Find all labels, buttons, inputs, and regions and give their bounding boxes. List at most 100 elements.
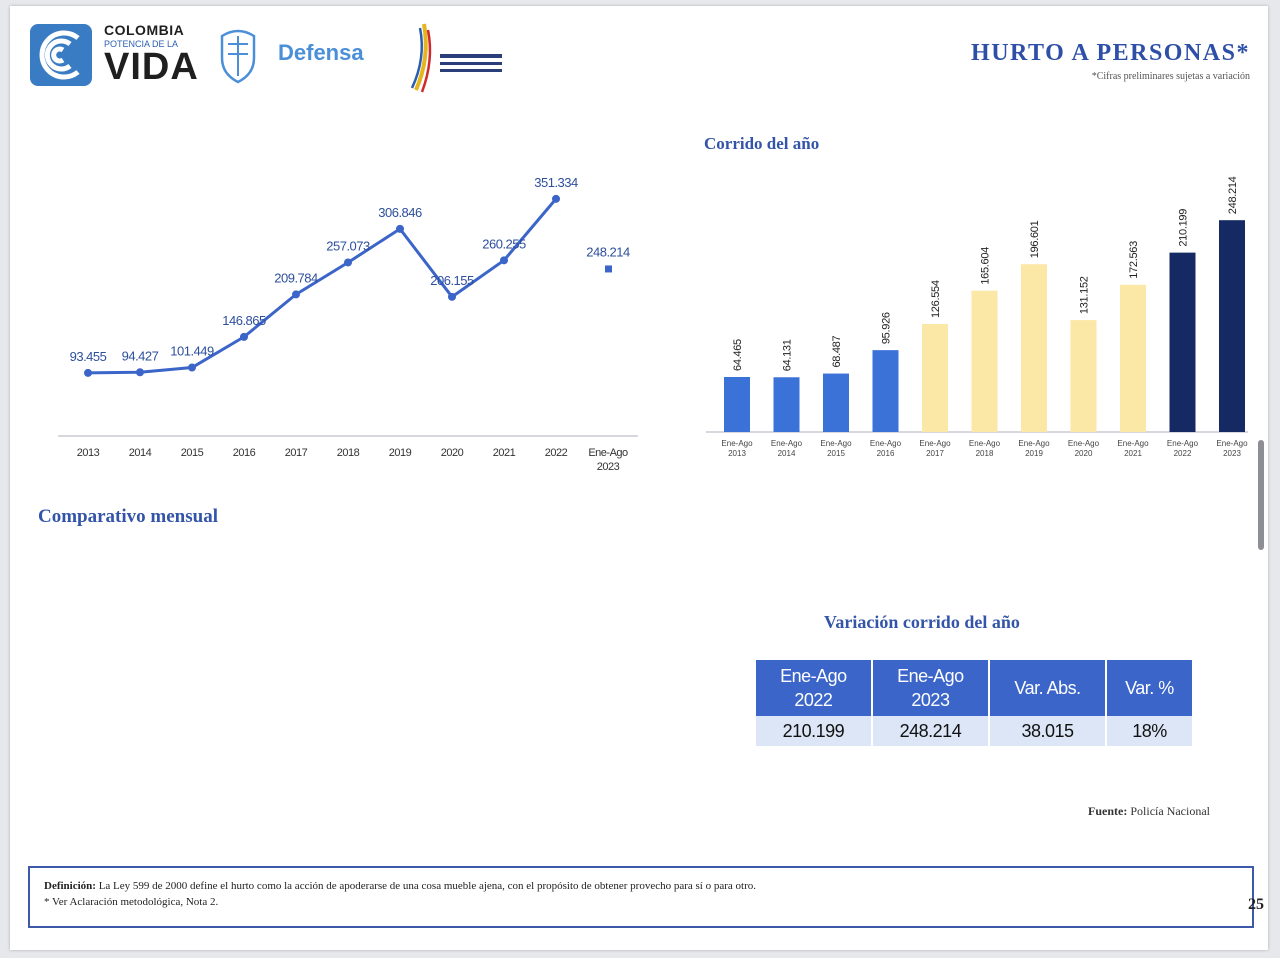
bar-value-label: 210.199: [1178, 209, 1190, 247]
x-tick-label: 2021: [1124, 449, 1142, 458]
x-tick-label: 2013: [728, 449, 746, 458]
data-label: 257.073: [326, 238, 370, 253]
data-label: 93.455: [70, 349, 107, 364]
data-point: [448, 292, 456, 301]
bar: [1070, 320, 1097, 432]
colombia-logo-icon: [30, 24, 92, 86]
x-tick-label: Ene-Ago: [969, 439, 1001, 448]
x-tick-label: 2016: [877, 449, 895, 458]
data-point: [84, 368, 92, 377]
page-subtitle: *Cifras preliminares sujetas a variación: [1091, 71, 1250, 82]
bar-value-label: 68.487: [831, 336, 843, 368]
source-label: Fuente:: [1088, 804, 1128, 818]
x-tick-label: 2022: [545, 447, 568, 459]
data-point: [240, 332, 248, 341]
definition-label: Definición:: [44, 880, 96, 892]
data-label: 260.255: [482, 236, 526, 251]
bar: [1219, 220, 1245, 432]
value-var-pct: 18%: [1105, 716, 1192, 746]
x-tick-label: Ene-Ago: [721, 439, 753, 448]
bar: [1120, 284, 1146, 432]
x-tick-label: 2015: [827, 449, 845, 458]
definition-box: Definición: La Ley 599 de 2000 define el…: [28, 866, 1254, 928]
bar: [773, 377, 800, 432]
vida-text: VIDA: [104, 46, 199, 88]
data-label: 306.846: [378, 205, 422, 220]
x-tick-label: 2019: [389, 447, 412, 459]
data-point: [136, 368, 144, 377]
value-2023: 248.214: [871, 716, 991, 746]
mensual-section-title: Comparativo mensual: [38, 506, 218, 527]
x-tick-label: Ene-Ago: [1167, 439, 1199, 448]
header-cell-line: Ene-Ago: [897, 666, 964, 686]
x-tick-label: Ene-Ago: [1068, 439, 1100, 448]
slide: COLOMBIA POTENCIA DE LA VIDA Defensa HUR…: [10, 6, 1268, 950]
series-line: [87, 197, 558, 375]
header-cell-line: 2022: [794, 690, 833, 710]
colombia-wordmark: COLOMBIA POTENCIA DE LA VIDA: [104, 22, 199, 88]
variation-table: Ene-Ago 2022 Ene-Ago 2023 Var. Abs. Var.…: [756, 660, 1192, 746]
bar-value-label: 165.604: [980, 247, 992, 285]
page-number: 25: [1248, 896, 1264, 913]
x-tick-label: 2021: [493, 447, 516, 459]
bar: [1021, 264, 1047, 432]
source-note: Fuente: Policía Nacional: [1088, 804, 1210, 819]
colombia-text: COLOMBIA: [104, 22, 185, 38]
header-cell-line: 2023: [911, 690, 950, 710]
header-var-abs: Var. Abs.: [989, 660, 1107, 716]
bar-value-label: 95.926: [881, 312, 893, 344]
header-cell-line: Var. Abs.: [1014, 678, 1081, 698]
data-point: [500, 256, 508, 265]
definition-text: La Ley 599 de 2000 define el hurto como …: [98, 880, 757, 892]
data-label: 351.334: [534, 175, 578, 190]
x-tick-label: 2013: [77, 447, 100, 459]
bar-value-label: 126.554: [930, 280, 942, 318]
annual-line-chart: 93.455 94.427 101.449 146.865 209.784 257.073…: [58, 175, 638, 473]
data-label: 206.155: [430, 273, 474, 288]
data-label: 94.427: [122, 348, 159, 363]
page-title-block: HURTO A PERSONAS* *Cifras preliminares s…: [971, 40, 1250, 82]
bar: [823, 373, 849, 432]
year-to-date-bar-chart: 64.465Ene-Ago201364.131Ene-Ago201468.487…: [706, 176, 1248, 458]
potencia-text: POTENCIA DE LA: [104, 39, 179, 49]
methodology-note: * Ver Aclaración metodológica, Nota 2.: [44, 896, 219, 908]
x-tick-label: 2022: [1174, 449, 1192, 458]
x-tick-label: 2014: [129, 447, 152, 459]
x-tick-label: Ene-Ago: [771, 439, 803, 448]
source-value: Policía Nacional: [1130, 804, 1210, 818]
bar-value-label: 64.131: [782, 339, 794, 371]
policia-logo-icon: [410, 23, 502, 93]
header-ene-ago-2023: Ene-Ago 2023: [871, 660, 991, 716]
variacion-section-title: Variación corrido del año: [824, 612, 1020, 632]
x-tick-label: 2017: [926, 449, 944, 458]
bar: [971, 290, 998, 432]
bar-value-label: 196.601: [1029, 220, 1041, 258]
x-tick-label: Ene-Ago: [820, 439, 852, 448]
variation-table-header-row: Ene-Ago 2022 Ene-Ago 2023 Var. Abs. Var.…: [756, 660, 1192, 716]
data-label: 101.449: [170, 344, 214, 359]
x-tick-label: 2020: [441, 447, 464, 459]
x-tick-label: 2018: [976, 449, 994, 458]
scrollbar[interactable]: [1258, 440, 1264, 550]
logo-group: COLOMBIA POTENCIA DE LA VIDA Defensa: [30, 16, 510, 93]
bar-value-label: 172.563: [1128, 241, 1140, 279]
data-label: 248.214: [586, 244, 630, 259]
coat-of-arms-icon: [220, 29, 256, 84]
x-tick-label: 2019: [1025, 449, 1043, 458]
value-var-abs: 38.015: [989, 716, 1107, 746]
x-tick-label: 2016: [233, 447, 256, 459]
x-tick-label: 2015: [181, 447, 204, 459]
data-point: [344, 258, 352, 267]
definition-row: Definición: La Ley 599 de 2000 define el…: [44, 880, 1238, 892]
header-cell-line: Ene-Ago: [780, 666, 847, 686]
x-tick-label: 2017: [285, 447, 308, 459]
defensa-logo-text: Defensa: [278, 40, 364, 65]
bar: [922, 324, 948, 432]
bar: [872, 350, 899, 432]
x-tick-label: Ene-Ago: [1216, 439, 1248, 448]
data-label: 146.865: [222, 313, 266, 328]
corrido-section-title: Corrido del año: [704, 134, 820, 153]
bar-value-label: 64.465: [732, 339, 744, 371]
x-tick-label: Ene-Ago: [1018, 439, 1050, 448]
data-point: [188, 363, 196, 372]
